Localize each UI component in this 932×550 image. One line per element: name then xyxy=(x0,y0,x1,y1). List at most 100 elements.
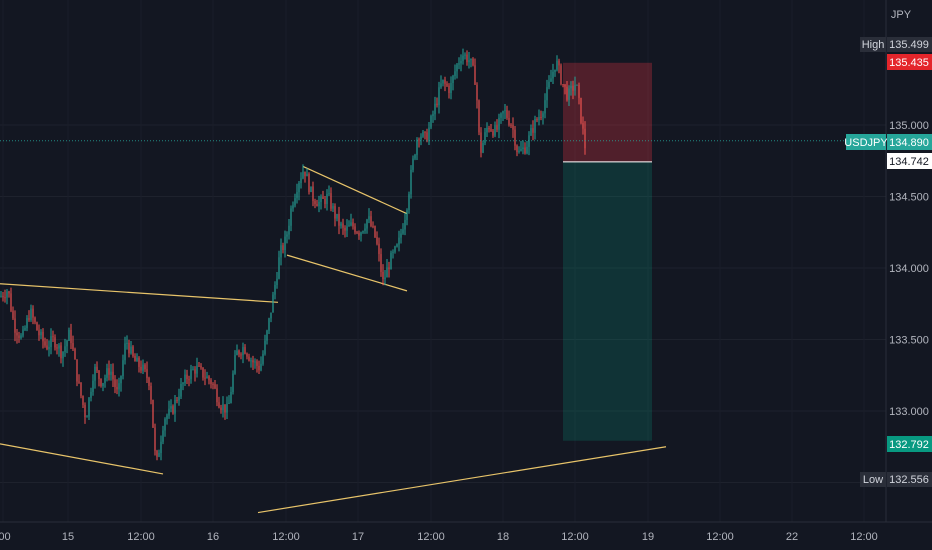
candle xyxy=(480,127,482,158)
candle-body xyxy=(314,200,316,205)
candle xyxy=(460,54,462,72)
candle xyxy=(426,128,428,143)
candle xyxy=(582,116,584,135)
candle-body xyxy=(168,408,170,416)
candle-body xyxy=(412,158,414,170)
candle-body xyxy=(80,382,82,396)
candle xyxy=(40,329,42,340)
candle-body xyxy=(192,369,194,371)
candle-body xyxy=(248,356,250,361)
candle xyxy=(290,205,292,232)
candle-body xyxy=(378,243,380,255)
candle xyxy=(518,146,520,154)
candle xyxy=(520,141,522,152)
candle xyxy=(250,357,252,368)
time-tick-label: 12:00 xyxy=(417,531,445,543)
candle-body xyxy=(472,58,474,66)
candle xyxy=(366,218,368,234)
candle xyxy=(296,183,298,204)
candle-body xyxy=(576,84,578,86)
candle-body xyxy=(282,245,284,251)
candle-body xyxy=(294,198,296,206)
candle-body xyxy=(540,117,542,119)
candle-body xyxy=(266,330,268,341)
candle xyxy=(224,404,226,420)
trendline[interactable] xyxy=(257,446,667,514)
trendline[interactable] xyxy=(0,283,279,303)
trendline[interactable] xyxy=(0,443,164,475)
candle-body xyxy=(138,357,140,367)
candle xyxy=(330,187,332,212)
candle xyxy=(440,75,442,89)
candle-body xyxy=(198,365,200,367)
candle xyxy=(534,115,536,140)
stop-loss-value: 135.435 xyxy=(889,57,929,69)
candle xyxy=(456,62,458,79)
candle-body xyxy=(182,383,184,385)
risk-zone[interactable] xyxy=(563,62,652,162)
candle-body xyxy=(98,370,100,379)
candle-body xyxy=(368,216,370,220)
candle xyxy=(484,128,486,146)
candle-body xyxy=(444,79,446,84)
candle-body xyxy=(234,355,236,374)
candle xyxy=(486,122,488,137)
candle-body xyxy=(374,226,376,237)
candle xyxy=(154,423,156,456)
candle xyxy=(124,336,126,365)
time-tick-label: :00 xyxy=(0,531,11,543)
candle xyxy=(342,218,344,235)
candle xyxy=(140,360,142,374)
candle-body xyxy=(204,377,206,379)
candle xyxy=(50,328,52,355)
candle-body xyxy=(520,149,522,151)
candle-body xyxy=(318,201,320,207)
candle-body xyxy=(328,193,330,195)
candle xyxy=(134,353,136,362)
time-tick-label: 15 xyxy=(62,531,74,543)
candle xyxy=(356,230,358,235)
candle-body xyxy=(136,357,138,362)
trendlines[interactable] xyxy=(0,165,667,514)
candle-body xyxy=(382,271,384,280)
candle-body xyxy=(492,130,494,136)
candle xyxy=(76,359,78,387)
candle-body xyxy=(464,54,466,56)
candle xyxy=(184,369,186,386)
candle-body xyxy=(170,406,172,409)
candle-body xyxy=(62,351,64,359)
candle xyxy=(322,190,324,199)
trendline[interactable] xyxy=(286,254,408,292)
reward-zone[interactable] xyxy=(563,161,652,441)
time-axis[interactable]: :00 15 12:00 16 12:00 17 12:00 18 12:00 19 12:00 22… xyxy=(0,531,878,543)
candle xyxy=(554,69,556,77)
candle-body xyxy=(178,396,180,401)
candle xyxy=(286,231,288,244)
candle-body xyxy=(54,337,56,348)
candle xyxy=(472,57,474,67)
candle xyxy=(344,225,346,238)
candle xyxy=(450,76,452,100)
candle-body xyxy=(146,369,148,379)
candle xyxy=(0,291,2,298)
candle-body xyxy=(364,228,366,232)
candle-body xyxy=(172,406,174,414)
candle-body xyxy=(118,383,120,390)
candle-body xyxy=(108,368,110,375)
candle xyxy=(242,342,244,364)
candle xyxy=(510,123,512,128)
candle xyxy=(108,360,110,381)
candle xyxy=(336,213,338,222)
candle-body xyxy=(322,196,324,199)
trendline[interactable] xyxy=(302,165,408,215)
candle-body xyxy=(40,331,42,336)
candle-body xyxy=(386,267,388,278)
candle-body xyxy=(140,366,142,371)
candle-body xyxy=(468,60,470,63)
candle xyxy=(428,122,430,145)
short-position-tool[interactable] xyxy=(563,62,652,441)
candle xyxy=(170,399,172,413)
candle xyxy=(88,397,90,421)
candle-body xyxy=(268,318,270,331)
